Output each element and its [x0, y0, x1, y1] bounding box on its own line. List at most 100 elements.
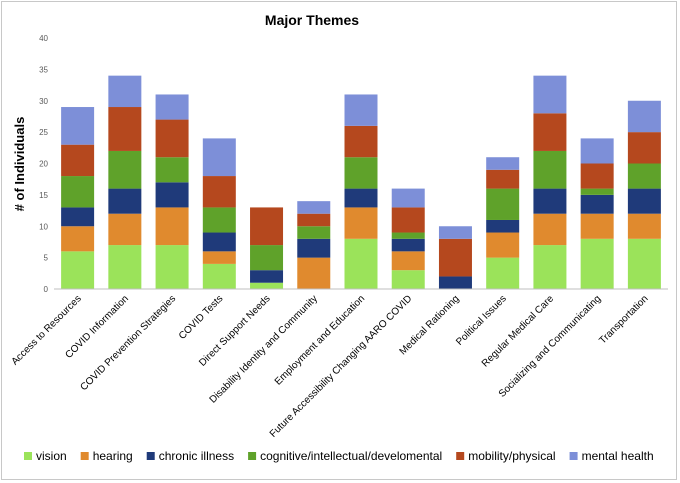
bar-segment [533, 75, 567, 114]
category-label: COVID Prevention Strategies [78, 293, 178, 393]
bar-segment [486, 219, 520, 233]
y-tick-label: 40 [39, 34, 48, 43]
bar-segment [486, 157, 520, 170]
bars [61, 75, 661, 289]
bar-segment [486, 188, 520, 220]
bar-segment [344, 207, 378, 239]
y-tick-label: 20 [39, 160, 48, 169]
bar-segment [580, 138, 614, 164]
bar-segment [155, 245, 189, 289]
y-tick-label: 15 [39, 191, 48, 200]
y-tick-label: 5 [44, 254, 49, 263]
category-label: Transportation [597, 293, 650, 346]
bar-segment [108, 245, 142, 289]
bar-segment [627, 163, 661, 189]
y-tick-label: 35 [39, 65, 48, 74]
bar-segment [202, 263, 236, 289]
bar-segment [486, 232, 520, 258]
bar-segment [250, 245, 284, 271]
category-label: Employment and Education [273, 293, 367, 387]
bar-segment [580, 194, 614, 214]
bar-segment [155, 207, 189, 246]
bar-segment [344, 125, 378, 158]
bar-segment [108, 188, 142, 214]
bar-segment [391, 188, 425, 208]
bar-segment [627, 213, 661, 239]
bar-segment [61, 226, 95, 252]
chart-title: Major Themes [265, 12, 359, 28]
bar-segment [297, 257, 331, 289]
bar-segment [202, 207, 236, 233]
bar-segment [250, 282, 284, 289]
bar-segment [580, 163, 614, 189]
bar-segment [438, 226, 472, 239]
bar-segment [155, 119, 189, 158]
bar-segment [61, 144, 95, 177]
bar-segment [155, 94, 189, 120]
bar-segment [627, 188, 661, 214]
bar-segment [297, 226, 331, 239]
legend-swatch [24, 452, 32, 460]
y-tick-label: 10 [39, 222, 48, 231]
legend-label: chronic illness [159, 449, 234, 463]
bar-segment [344, 94, 378, 126]
bar-segment [61, 207, 95, 227]
legend-swatch [80, 452, 89, 460]
bar-segment [202, 138, 236, 177]
bar-segment [61, 107, 95, 145]
bar-segment [250, 207, 284, 246]
bar-segment [486, 257, 520, 289]
legend-label: hearing [93, 449, 133, 463]
bar-segment [438, 238, 472, 277]
bar-segment [391, 207, 425, 233]
bar-segment [61, 176, 95, 208]
y-tick-label: 30 [39, 97, 48, 106]
bar-segment [580, 188, 614, 195]
bar-segment [297, 213, 331, 227]
bar-segment [627, 132, 661, 164]
y-tick-label: 0 [44, 285, 49, 294]
bar-segment [344, 188, 378, 208]
category-label: COVID Tests [177, 293, 226, 342]
bar-segment [533, 213, 567, 246]
y-axis-ticks: 0 5 10 15 20 25 30 35 40 [39, 34, 48, 294]
bar-segment [108, 213, 142, 246]
bar-segment [202, 176, 236, 208]
bar-segment [155, 157, 189, 183]
bar-segment [627, 238, 661, 289]
bar-segment [297, 238, 331, 258]
bar-segment [627, 100, 661, 133]
bar-segment [155, 182, 189, 208]
bar-segment [202, 232, 236, 252]
bar-segment [580, 238, 614, 289]
bar-segment [250, 270, 284, 283]
bar-segment [108, 150, 142, 189]
legend-swatch [569, 452, 578, 460]
legend-label: mobility/physical [468, 449, 555, 463]
legend: vision hearing chronic illness cognitive/in… [24, 449, 654, 463]
y-tick-label: 25 [39, 128, 48, 137]
category-label: Socializing and Communicating [497, 293, 603, 399]
bar-segment [391, 270, 425, 289]
bar-segment [108, 75, 142, 108]
bar-segment [533, 113, 567, 151]
bar-segment [533, 188, 567, 214]
bar-segment [344, 238, 378, 289]
bar-segment [297, 201, 331, 214]
legend-label: vision [36, 449, 67, 463]
bar-segment [533, 245, 567, 289]
bar-segment [486, 169, 520, 189]
legend-swatch [146, 452, 155, 460]
bar-segment [61, 251, 95, 289]
legend-swatch [456, 452, 465, 460]
legend-swatch [248, 452, 257, 460]
bar-segment [438, 276, 472, 289]
bar-segment [108, 107, 142, 151]
bar-segment [533, 150, 567, 189]
bar-segment [580, 213, 614, 239]
legend-label: cognitive/intellectual/develomental [260, 449, 442, 463]
legend-label: mental health [582, 449, 654, 463]
